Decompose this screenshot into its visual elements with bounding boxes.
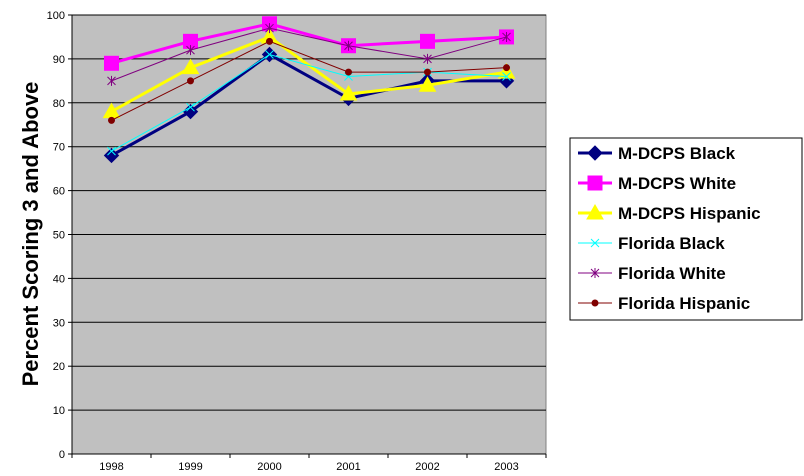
series-line: [111, 53, 507, 152]
legend-label: Florida Black: [618, 234, 725, 253]
data-point: [423, 53, 432, 64]
series-line: [110, 52, 507, 157]
y-axis-title: Percent Scoring 3 and Above: [18, 82, 43, 387]
legend-entries: M-DCPS Black M-DCPS White M-DCPS Hispanic F…: [578, 144, 761, 313]
y-tick-label: 100: [47, 10, 65, 22]
y-tick-label: 0: [59, 449, 65, 461]
data-point: [265, 50, 274, 59]
legend-marker: [590, 238, 600, 248]
legend-label: Florida Hispanic: [618, 294, 750, 313]
legend-marker: [587, 145, 603, 161]
data-point: [420, 33, 435, 49]
legend-box: [569, 137, 803, 321]
legend: M-DCPS Black M-DCPS White M-DCPS Hispanic F…: [569, 137, 803, 321]
legend-entry: M-DCPS Black: [578, 144, 736, 163]
data-point: [503, 64, 510, 72]
data-point: [186, 102, 195, 112]
series-line: [111, 22, 507, 65]
y-tick-label: 50: [53, 230, 65, 242]
data-point: [265, 23, 274, 34]
series-florida-hispanic: [108, 37, 510, 124]
data-point: [108, 116, 115, 124]
x-tick-label: 2003: [494, 461, 518, 473]
data-point: [502, 72, 511, 81]
series-line: [111, 27, 507, 82]
x-tick-label: 2001: [336, 461, 360, 473]
legend-label: M-DCPS Hispanic: [618, 204, 761, 223]
data-point: [186, 45, 195, 56]
series-line: [111, 40, 507, 121]
series: [102, 16, 516, 164]
y-tick-label: 70: [53, 142, 65, 154]
y-tick-label: 60: [53, 186, 65, 198]
legend-entry: Florida White: [578, 264, 726, 283]
data-point: [345, 68, 352, 76]
data-point: [107, 75, 116, 86]
data-point: [181, 58, 200, 75]
data-point: [418, 76, 437, 92]
gridlines: [72, 14, 546, 411]
legend-marker: [591, 299, 599, 307]
series-florida-black: [107, 50, 511, 156]
data-point: [187, 77, 194, 85]
legend-label: M-DCPS Black: [618, 144, 736, 163]
data-point: [107, 146, 116, 156]
y-tick-label: 30: [53, 317, 65, 329]
data-point: [344, 40, 353, 51]
x-tick-label: 2002: [415, 461, 439, 473]
data-point: [266, 37, 273, 45]
legend-marker: [587, 175, 603, 191]
y-tick-label: 20: [53, 361, 65, 373]
data-point: [502, 31, 511, 42]
x-tick-label: 1998: [99, 461, 123, 473]
series-florida-white: [107, 23, 511, 86]
y-tick-label: 40: [53, 273, 65, 285]
y-tick-labels: 0 10 20 30 40 50 60 70 80 90 100: [47, 10, 72, 461]
legend-label: M-DCPS White: [618, 174, 736, 193]
legend-entry: Florida Black: [578, 234, 725, 253]
x-tick-labels: 1998 1999 2000 2001 2002 2003: [71, 454, 547, 473]
legend-marker: [586, 203, 604, 220]
legend-label: Florida White: [618, 264, 726, 283]
data-point: [103, 147, 120, 164]
data-point: [104, 55, 119, 71]
legend-entry: M-DCPS Hispanic: [578, 203, 761, 223]
data-point: [339, 85, 358, 101]
data-point: [424, 68, 431, 76]
x-tick-label: 2000: [257, 461, 281, 473]
x-tick-label: 1999: [178, 461, 202, 473]
y-tick-label: 10: [53, 405, 65, 417]
y-tick-label: 80: [53, 98, 65, 110]
legend-entry: M-DCPS White: [578, 174, 736, 193]
legend-marker: [590, 268, 600, 278]
legend-entry: Florida Hispanic: [578, 294, 750, 313]
y-tick-label: 90: [53, 54, 65, 66]
